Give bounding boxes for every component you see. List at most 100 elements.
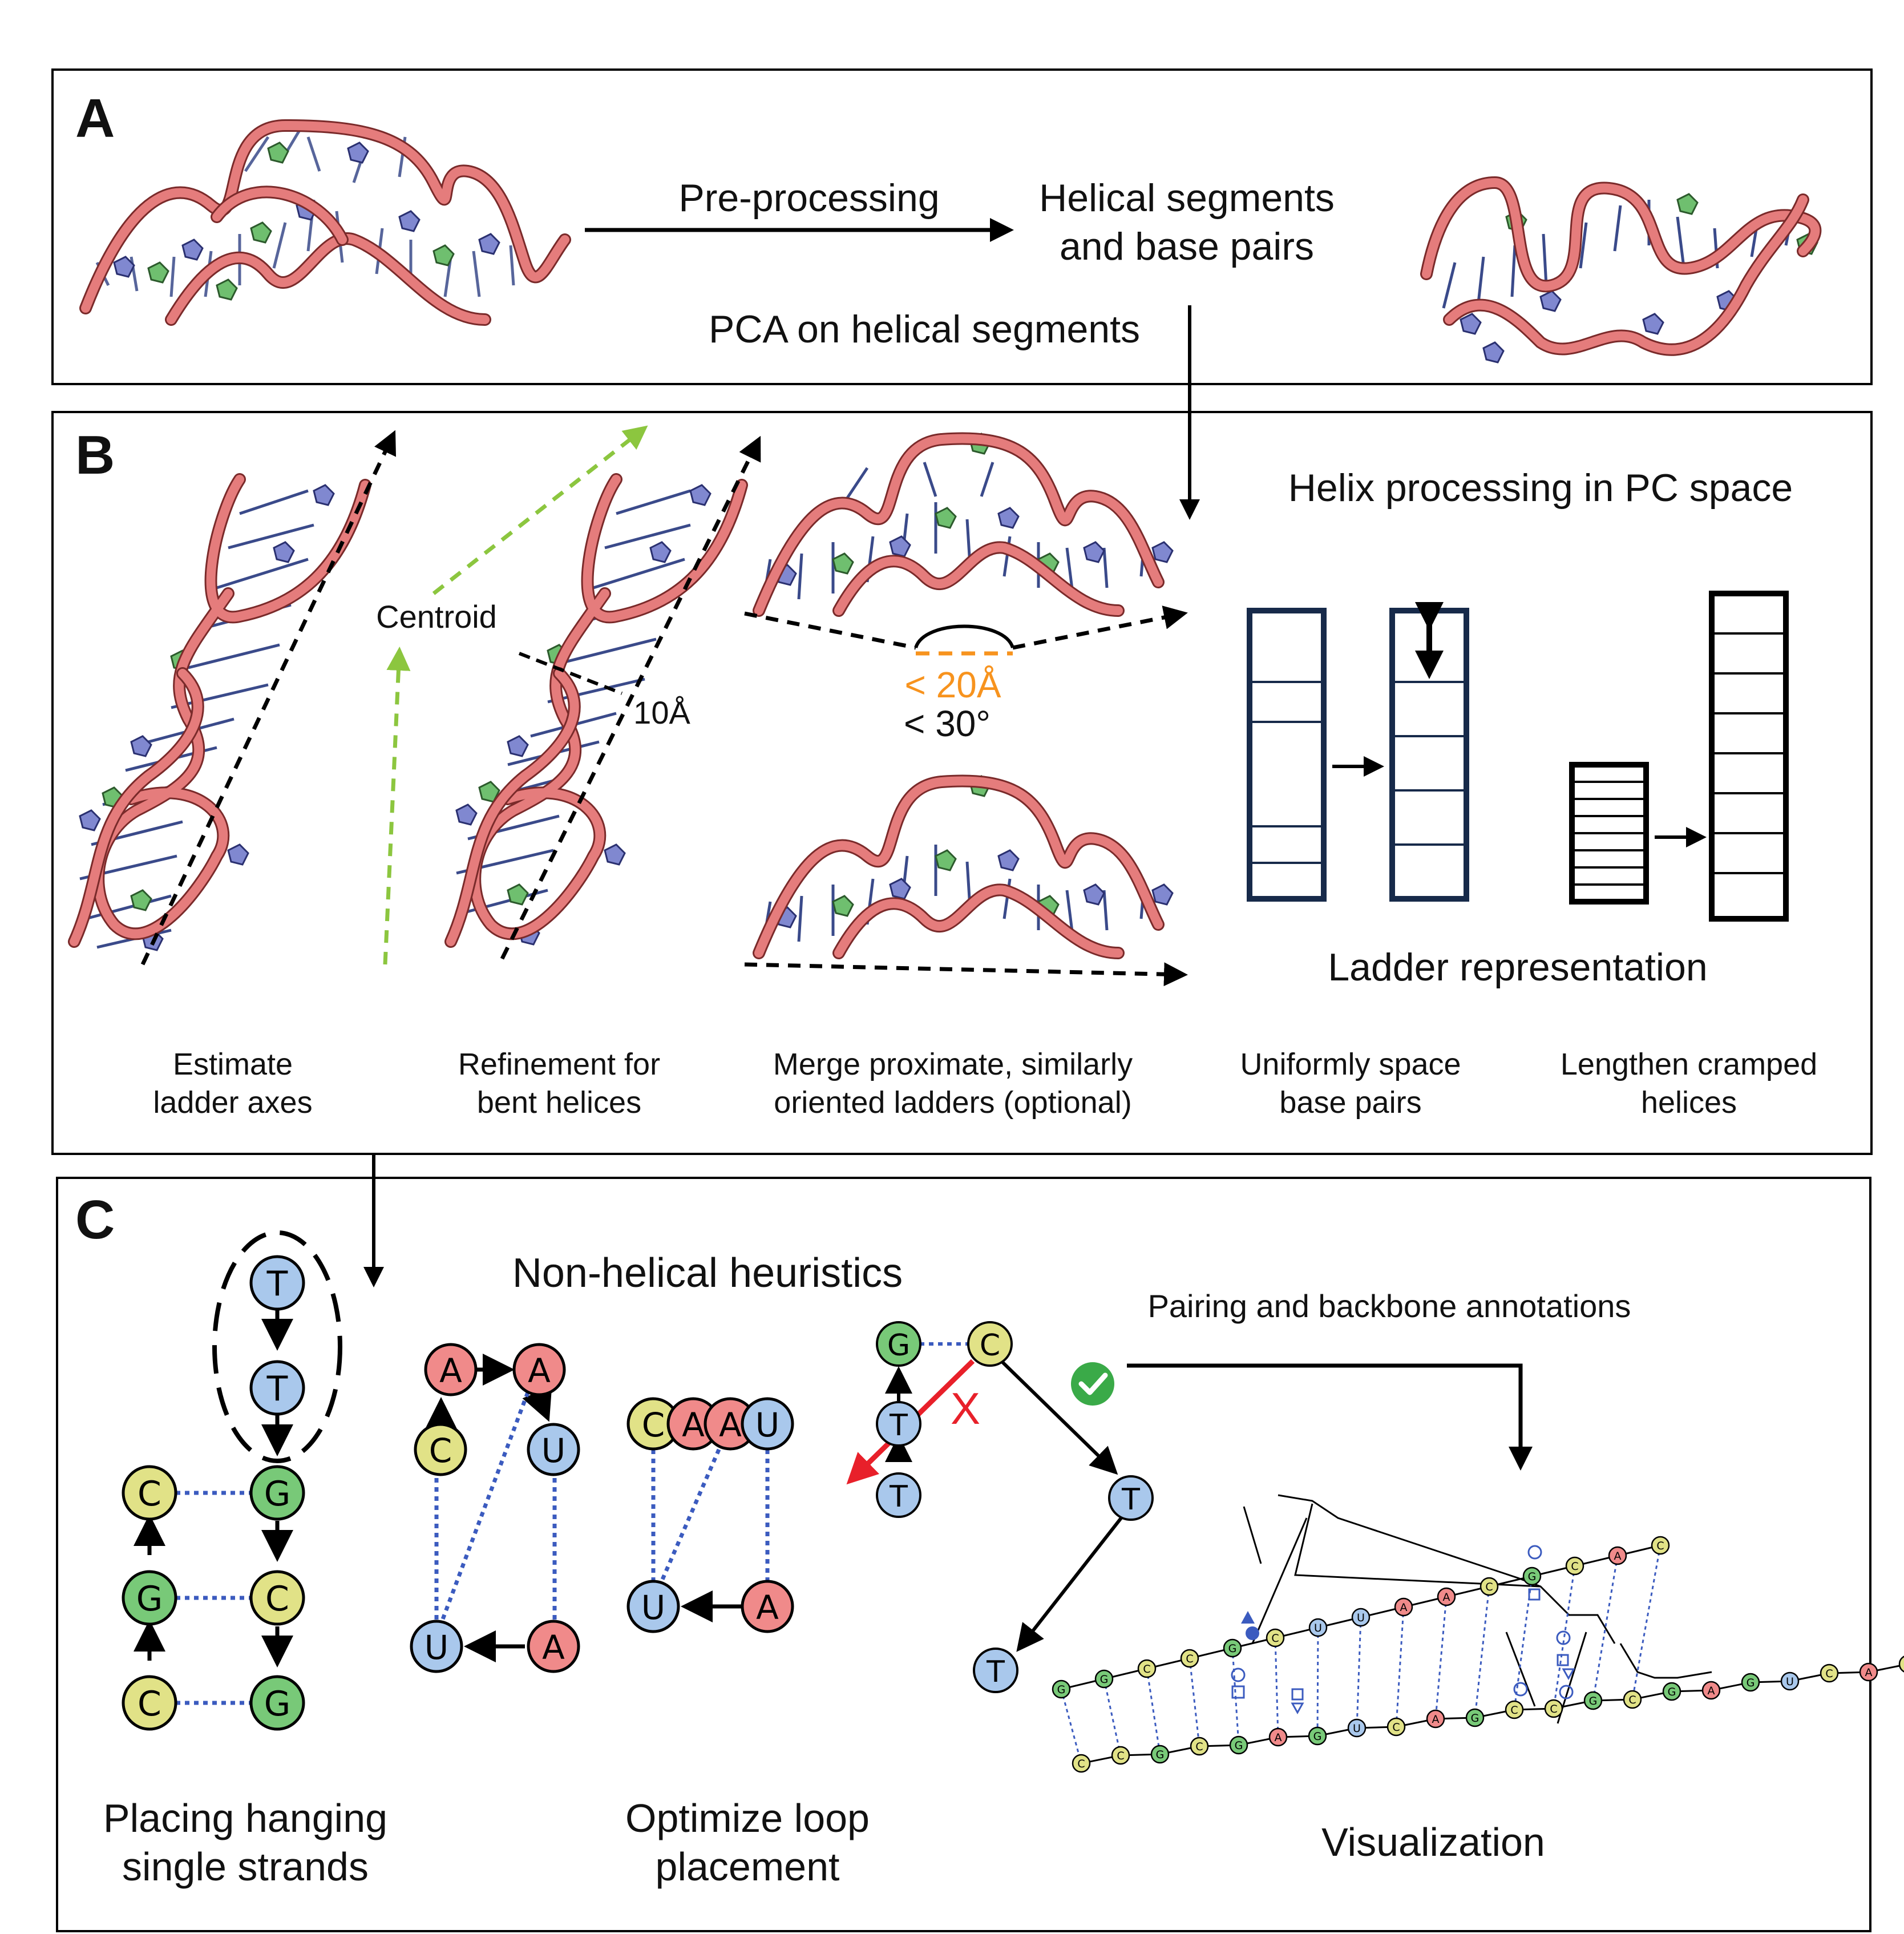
loop1-nodes: A A C U U A xyxy=(410,1343,580,1673)
merge-structure-top xyxy=(753,432,1174,617)
loop2-node-u1 xyxy=(741,1397,794,1451)
loop2-node-u2 xyxy=(626,1580,680,1633)
branch-node-t2 xyxy=(876,1472,921,1518)
merge-distance-label: < 20Å xyxy=(904,664,1001,705)
vis-pair-line xyxy=(1146,1668,1161,1755)
vis-bottom-node xyxy=(1898,1656,1904,1673)
branch-node-t1-label: T xyxy=(889,1408,908,1443)
hang-node-g2 xyxy=(122,1570,177,1626)
hang-node-c2-label: C xyxy=(265,1579,289,1619)
vis-top-node-label: G xyxy=(1057,1683,1066,1696)
vis-top-node-label: C xyxy=(1143,1663,1150,1675)
vis-bottom-node xyxy=(1347,1718,1367,1738)
merged-axis xyxy=(744,962,1188,987)
vis-bottom-node xyxy=(1505,1700,1524,1719)
panel-c-frame xyxy=(56,1177,1871,1932)
vis-bottom-node-label: G xyxy=(1156,1749,1165,1761)
ladder-representation-label: Ladder representation xyxy=(1328,946,1707,989)
caption-refine-1: Refinement for xyxy=(458,1047,660,1081)
vis-bottom-node xyxy=(1190,1737,1209,1756)
branch-nodes: G C T T T T xyxy=(876,1321,1154,1693)
vis-pair-line xyxy=(1434,1596,1448,1719)
distance-line xyxy=(518,652,623,695)
caption-refine-2: bent helices xyxy=(477,1085,641,1120)
vis-bottom-node-label: G xyxy=(1313,1730,1322,1743)
rna-structure-a-left xyxy=(79,119,571,326)
vis-pair-line xyxy=(1474,1586,1490,1718)
vis-filled-markers xyxy=(1241,1611,1259,1640)
vis-bottom-node-label: C xyxy=(1825,1667,1833,1680)
vis-top-node-label: C xyxy=(1485,1581,1493,1593)
vis-pair-line xyxy=(1631,1545,1662,1700)
hanging-strand-ellipse xyxy=(212,1230,342,1463)
loop2-node-u2-label: U xyxy=(641,1588,665,1627)
ladder-uneven xyxy=(1247,608,1327,902)
loop2-pairs xyxy=(651,1448,770,1582)
hang-node-g1-label: G xyxy=(264,1474,291,1514)
vis-bottom-node-label: C xyxy=(1550,1703,1557,1715)
branch-node-t1 xyxy=(876,1401,921,1447)
helical-segments-label: Helical segments xyxy=(1039,176,1335,220)
vis-pair-line xyxy=(1231,1648,1240,1746)
hang-node-g1 xyxy=(249,1465,305,1521)
hang-node-g2-label: G xyxy=(136,1579,163,1619)
caption-uniform-1: Uniformly space xyxy=(1240,1047,1461,1081)
vis-top-node xyxy=(1052,1679,1071,1699)
reject-mark: X xyxy=(951,1383,980,1434)
vis-top-node-label: A xyxy=(1443,1591,1450,1604)
caption-lengthen-2: helices xyxy=(1641,1085,1737,1120)
vis-top-node xyxy=(1094,1669,1114,1689)
distance-label: 10Å xyxy=(633,695,690,730)
vis-top-node xyxy=(1565,1556,1584,1576)
loop2-node-c-label: C xyxy=(642,1406,665,1444)
vis-pair-line xyxy=(1316,1627,1319,1737)
centroid-label: Centroid xyxy=(376,599,497,635)
loop2-node-a3-label: A xyxy=(756,1588,779,1627)
vis-bottom-node xyxy=(1820,1664,1839,1683)
vis-bottom-node-label: A xyxy=(1432,1713,1440,1726)
caption-uniform-2: base pairs xyxy=(1279,1085,1421,1120)
caption-estimate-2: ladder axes xyxy=(153,1085,312,1120)
vis-bottom-node xyxy=(1662,1682,1681,1701)
loop1-node-a3-label: A xyxy=(542,1628,565,1667)
branch-edges xyxy=(885,1359,1123,1652)
vis-top-node-label: U xyxy=(1314,1622,1322,1634)
vis-bottom-node-label: U xyxy=(1786,1675,1794,1688)
vis-pair-line xyxy=(1103,1678,1122,1756)
loop1-node-u1 xyxy=(527,1423,580,1476)
visualization: GGCCGCUUAACGCACCCGCGAGUCAGCCGCGAGUCACCU xyxy=(1052,1494,1904,1773)
hanging-pairs xyxy=(176,1491,251,1705)
vis-bottom-node xyxy=(1072,1754,1091,1773)
caption-estimate-1: Estimate xyxy=(173,1047,293,1081)
loop2-node-a1-label: A xyxy=(682,1406,705,1444)
annotations-label: Pairing and backbone annotations xyxy=(1148,1288,1631,1324)
vis-bottom-node-label: G xyxy=(1235,1739,1243,1752)
loop1-node-c-label: C xyxy=(429,1431,452,1470)
green-axis-b xyxy=(432,425,648,595)
base-pairs-label: and base pairs xyxy=(1060,225,1314,268)
caption-merge-2: oriented ladders (optional) xyxy=(774,1085,1131,1120)
vis-bottom-node-label: C xyxy=(1628,1694,1636,1706)
hang-node-c1-label: C xyxy=(138,1474,161,1514)
green-axis-a xyxy=(383,647,411,965)
caption-merge-1: Merge proximate, similarly xyxy=(773,1047,1133,1081)
branch-node-t3 xyxy=(1108,1475,1154,1521)
branch-node-t3-label: T xyxy=(1121,1483,1140,1517)
vis-bottom-node xyxy=(1426,1709,1445,1729)
vis-bottom-node-label: G xyxy=(1747,1677,1755,1689)
vis-bottom-node-label: A xyxy=(1275,1731,1282,1744)
vis-bottom-node-label: G xyxy=(1668,1686,1676,1698)
vis-top-node xyxy=(1437,1587,1456,1606)
branch-node-t2-label: T xyxy=(889,1480,908,1514)
vis-bottom-node xyxy=(1741,1673,1760,1692)
loop1-node-u2 xyxy=(410,1620,463,1673)
vis-bottom-node-label: C xyxy=(1117,1750,1124,1762)
branch-node-c-label: C xyxy=(980,1329,1000,1363)
vis-bottom-node-label: C xyxy=(1510,1704,1518,1717)
vis-top-node-label: A xyxy=(1400,1601,1408,1614)
vis-top-node xyxy=(1266,1628,1285,1648)
vis-backbone xyxy=(1061,1494,1904,1765)
loop1-pairs xyxy=(434,1391,557,1622)
vis-noncanonical xyxy=(1231,1545,1575,1715)
hang-node-g3-label: G xyxy=(264,1684,291,1724)
